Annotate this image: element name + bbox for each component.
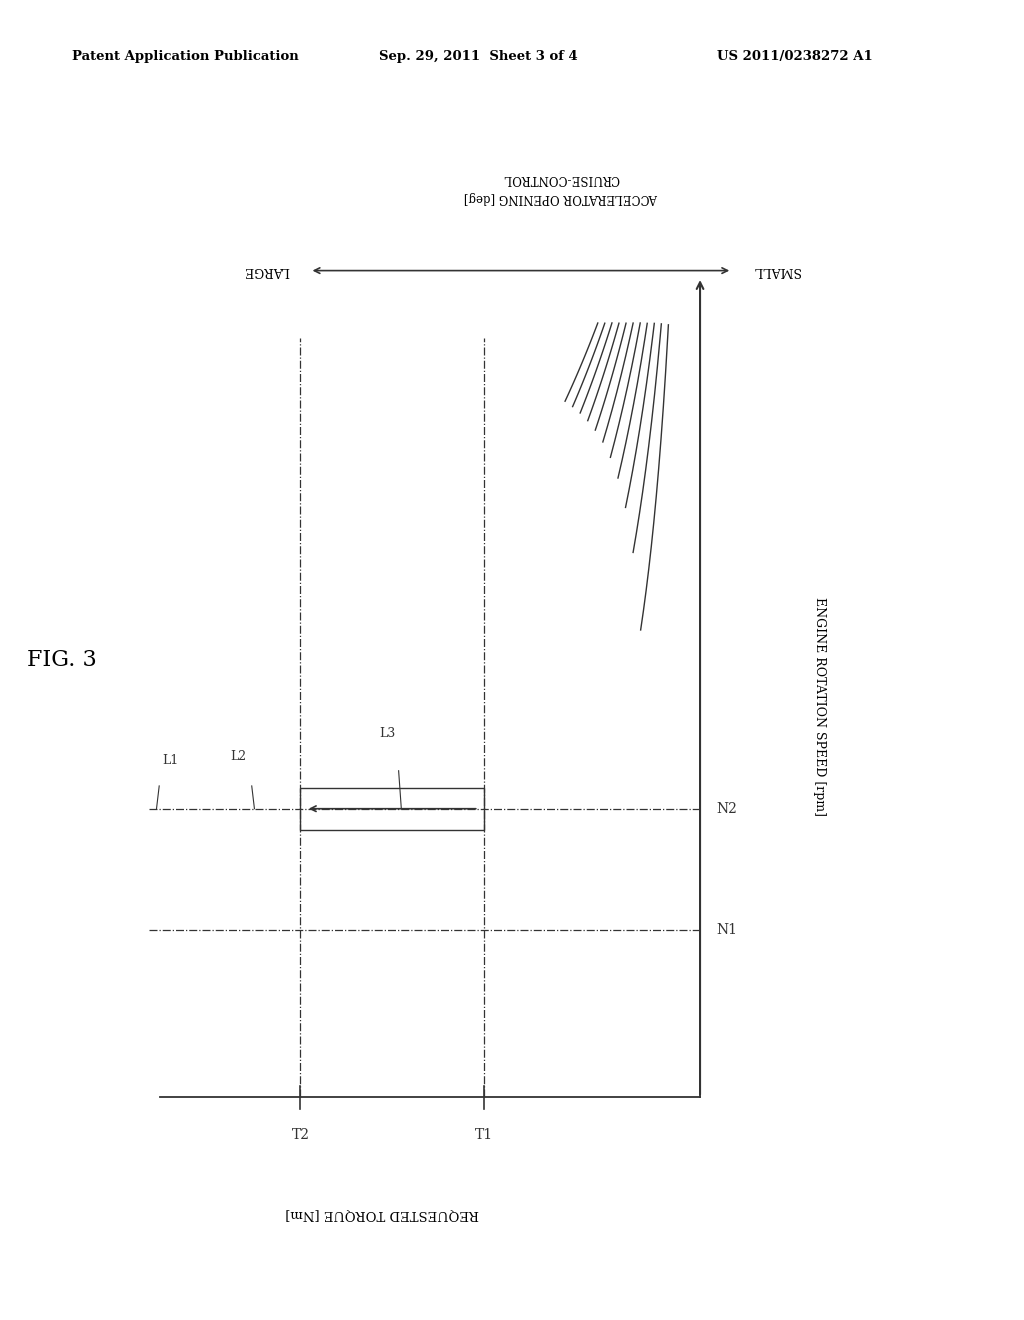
Text: T1: T1	[475, 1127, 494, 1142]
Text: Patent Application Publication: Patent Application Publication	[72, 50, 298, 63]
Text: LARGE: LARGE	[244, 264, 289, 277]
Text: REQUESTED TORQUE [Nm]: REQUESTED TORQUE [Nm]	[286, 1208, 479, 1221]
Text: N1: N1	[716, 923, 737, 937]
Bar	[300, 788, 484, 829]
Text: Sep. 29, 2011  Sheet 3 of 4: Sep. 29, 2011 Sheet 3 of 4	[379, 50, 578, 63]
Text: CRUISE-CONTROL: CRUISE-CONTROL	[503, 172, 618, 185]
Text: FIG. 3: FIG. 3	[27, 649, 96, 671]
Text: US 2011/0238272 A1: US 2011/0238272 A1	[717, 50, 872, 63]
Text: ENGINE ROTATION SPEED [rpm]: ENGINE ROTATION SPEED [rpm]	[813, 597, 825, 816]
Text: L1: L1	[162, 754, 178, 767]
Text: L3: L3	[380, 727, 396, 741]
Text: T2: T2	[292, 1127, 309, 1142]
Text: SMALL: SMALL	[753, 264, 800, 277]
Text: ACCELERATOR OPENING [deg]: ACCELERATOR OPENING [deg]	[464, 191, 657, 205]
Text: N2: N2	[716, 801, 737, 816]
Text: L2: L2	[230, 750, 247, 763]
